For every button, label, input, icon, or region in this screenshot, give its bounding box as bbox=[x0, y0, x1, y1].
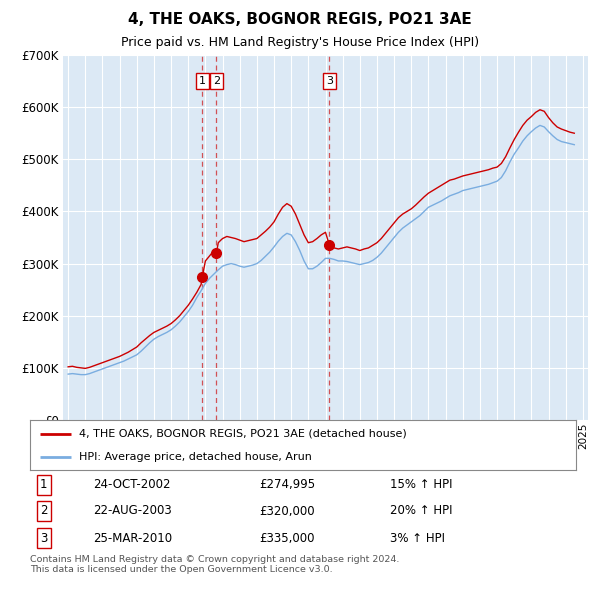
Text: 1: 1 bbox=[199, 76, 206, 86]
Text: 22-AUG-2003: 22-AUG-2003 bbox=[93, 504, 172, 517]
Text: 25-MAR-2010: 25-MAR-2010 bbox=[93, 532, 172, 545]
Text: HPI: Average price, detached house, Arun: HPI: Average price, detached house, Arun bbox=[79, 451, 312, 461]
Text: £320,000: £320,000 bbox=[259, 504, 315, 517]
Text: 3: 3 bbox=[40, 532, 47, 545]
Text: 4, THE OAKS, BOGNOR REGIS, PO21 3AE: 4, THE OAKS, BOGNOR REGIS, PO21 3AE bbox=[128, 12, 472, 27]
Text: Contains HM Land Registry data © Crown copyright and database right 2024.
This d: Contains HM Land Registry data © Crown c… bbox=[30, 555, 400, 574]
Text: £274,995: £274,995 bbox=[259, 478, 316, 491]
Text: 2: 2 bbox=[213, 76, 220, 86]
Text: 4, THE OAKS, BOGNOR REGIS, PO21 3AE (detached house): 4, THE OAKS, BOGNOR REGIS, PO21 3AE (det… bbox=[79, 428, 407, 438]
Text: Price paid vs. HM Land Registry's House Price Index (HPI): Price paid vs. HM Land Registry's House … bbox=[121, 37, 479, 50]
Text: 2: 2 bbox=[40, 504, 47, 517]
Text: 1: 1 bbox=[40, 478, 47, 491]
Text: 15% ↑ HPI: 15% ↑ HPI bbox=[391, 478, 453, 491]
Text: £335,000: £335,000 bbox=[259, 532, 315, 545]
Text: 24-OCT-2002: 24-OCT-2002 bbox=[93, 478, 170, 491]
Text: 3: 3 bbox=[326, 76, 333, 86]
Text: 3% ↑ HPI: 3% ↑ HPI bbox=[391, 532, 445, 545]
Text: 20% ↑ HPI: 20% ↑ HPI bbox=[391, 504, 453, 517]
